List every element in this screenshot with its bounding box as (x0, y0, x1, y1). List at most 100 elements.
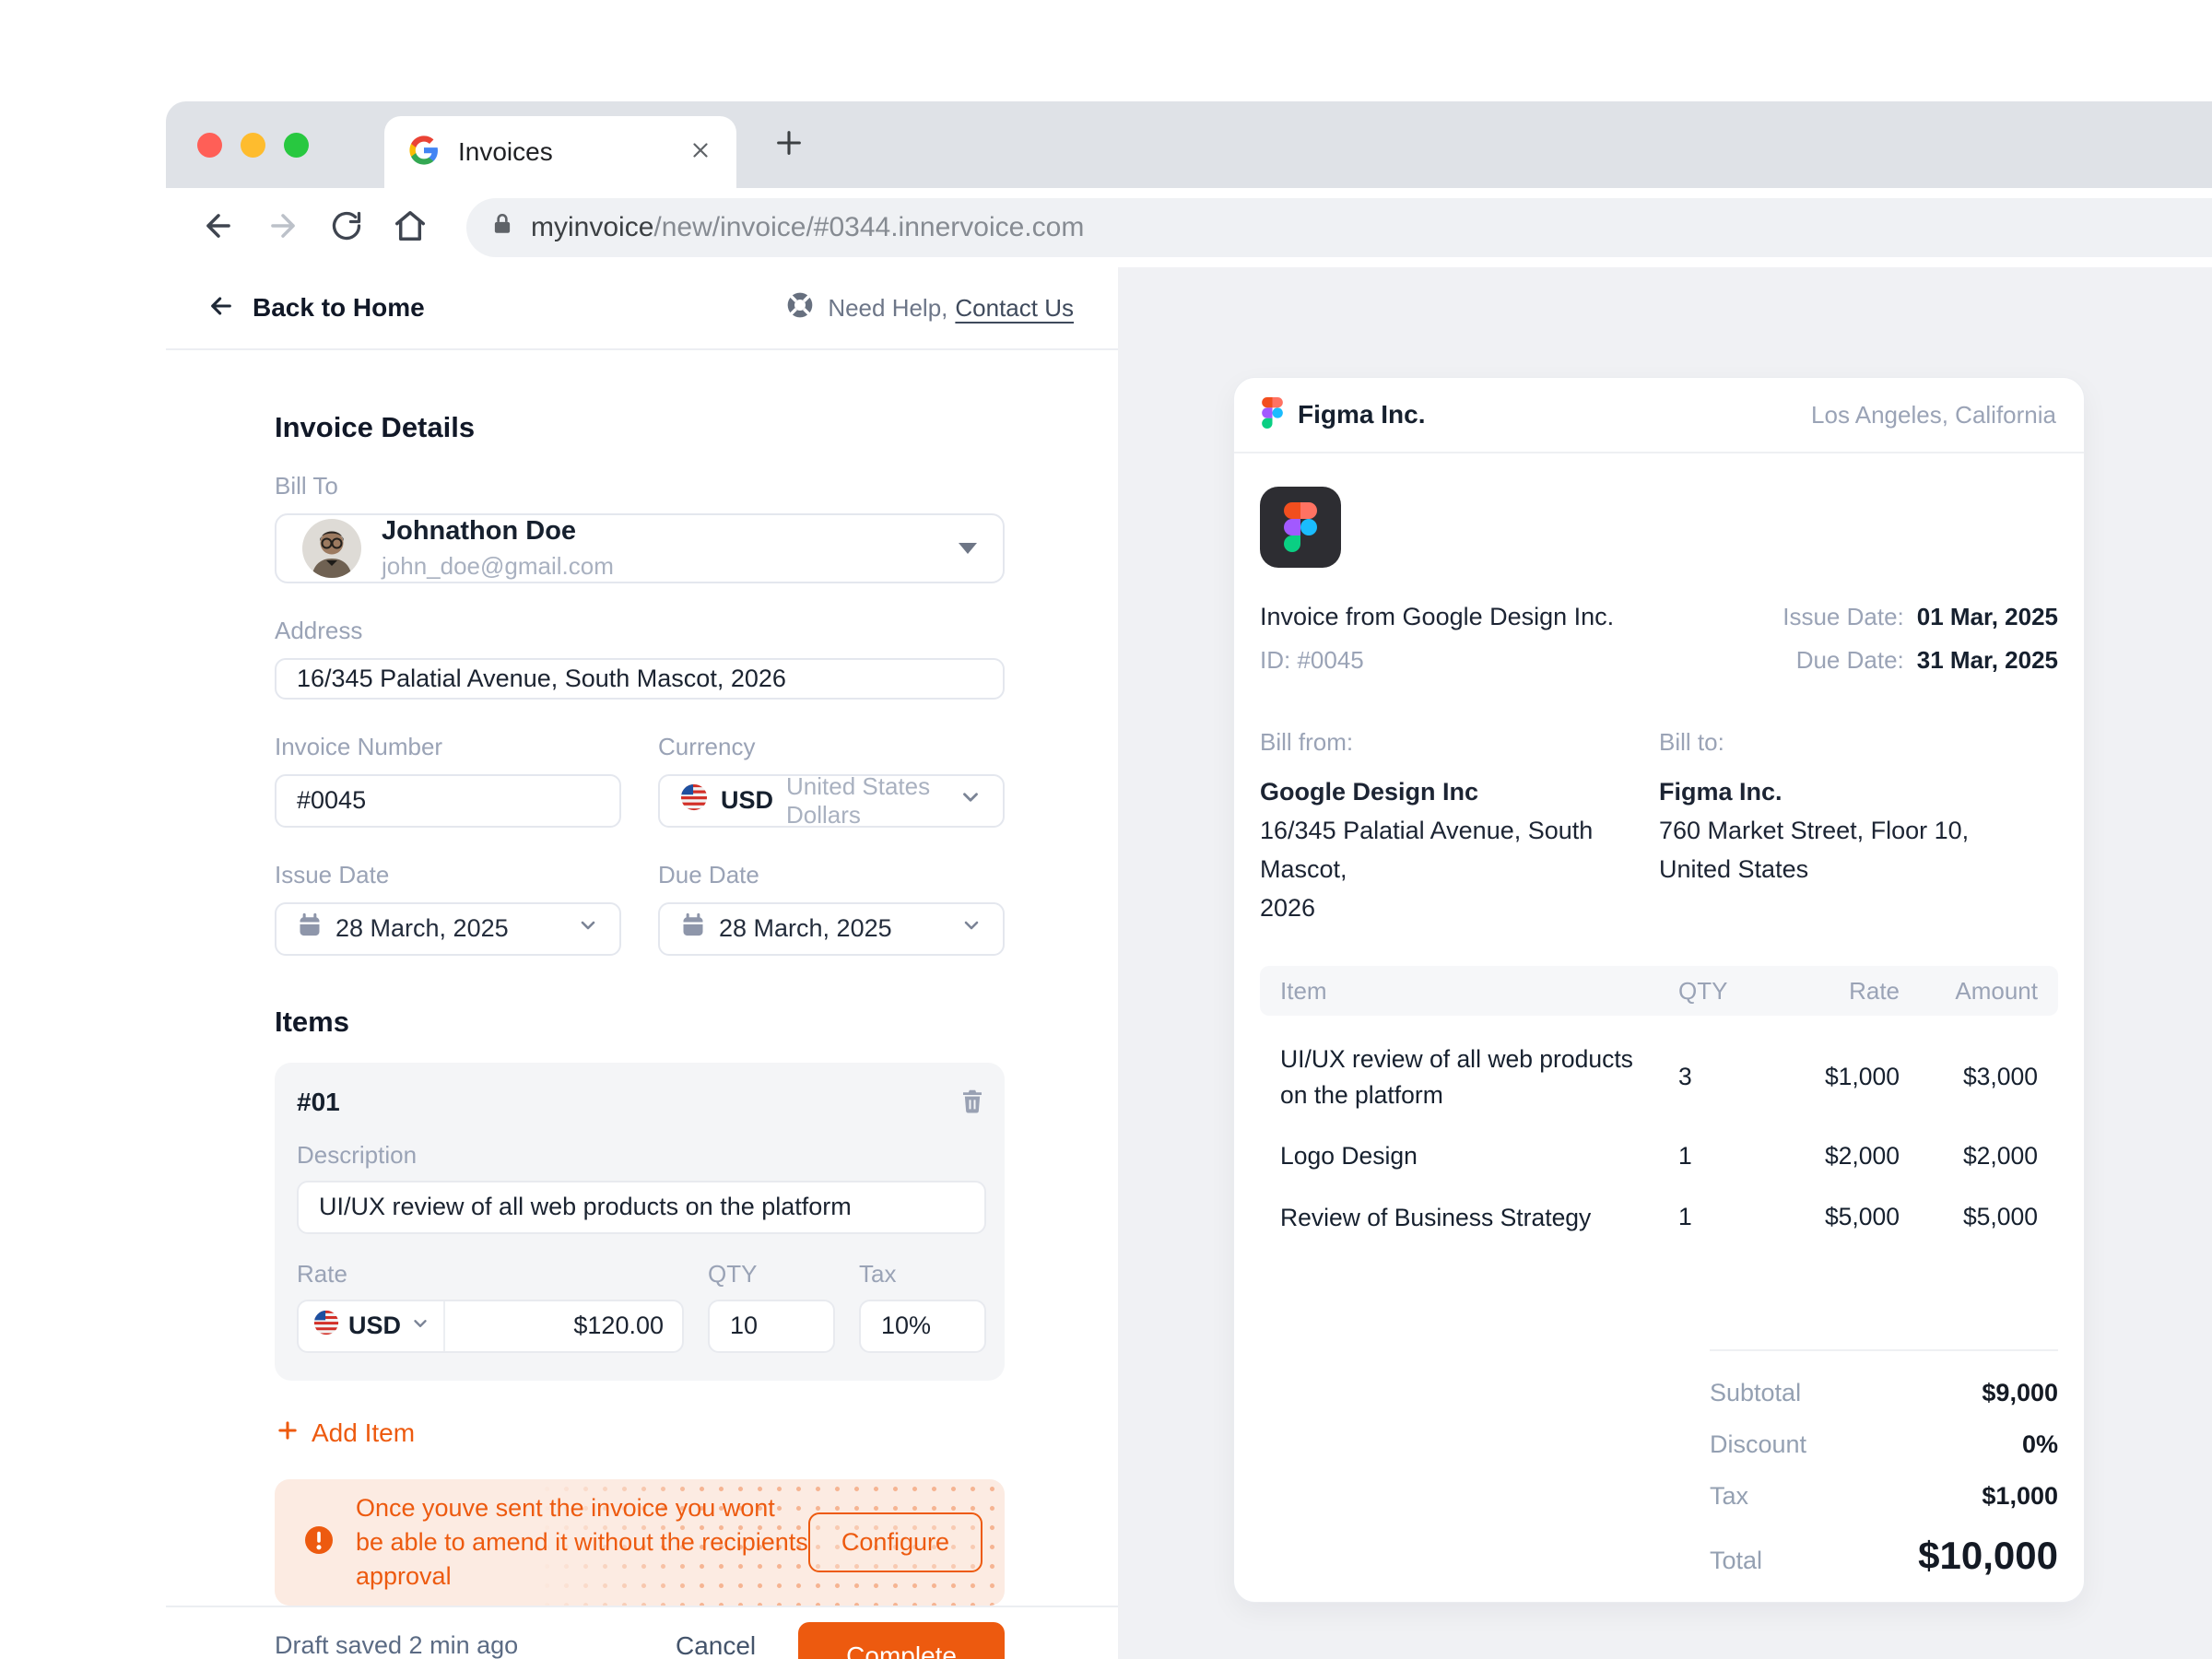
qty-label: QTY (708, 1259, 758, 1288)
rate-amount-input[interactable]: $120.00 (573, 1312, 664, 1340)
invoice-meta: Invoice from Google Design Inc. ID: #004… (1260, 603, 2058, 689)
bill-to-select[interactable]: Johnathon Doe john_doe@gmail.com (275, 513, 1005, 583)
line-items-table: Item QTY Rate Amount UI/UX review of all… (1260, 966, 2058, 1235)
tab-close-icon[interactable] (688, 138, 712, 167)
back-to-home-link[interactable]: Back to Home (253, 293, 425, 322)
contact-name: Johnathon Doe (382, 515, 577, 546)
contact-us-link[interactable]: Contact Us (955, 293, 1074, 322)
totals-summary: Subtotal $9,000 Discount 0% Tax $1,000 Tota… (1710, 1349, 2058, 1578)
page-title: Invoice Details (275, 411, 476, 443)
reload-icon[interactable] (330, 209, 363, 247)
issue-date-select[interactable]: 28 March, 2025 (275, 901, 621, 956)
chevron-down-icon (577, 914, 599, 943)
address-label: Address (275, 616, 363, 644)
new-tab-icon[interactable] (773, 127, 805, 163)
browser-tab[interactable]: Invoices (384, 116, 736, 188)
bill-from-label: Bill from: (1260, 728, 1354, 756)
configure-button[interactable]: Configure (807, 1512, 982, 1572)
due-date-value: 28 March, 2025 (719, 914, 892, 943)
cell-amount: $3,000 (1962, 1063, 2038, 1091)
currency-code: USD (721, 786, 774, 815)
currency-select[interactable]: USD United States Dollars (658, 772, 1005, 829)
invoice-number-input[interactable]: #0045 (275, 773, 621, 828)
due-date-label: Due Date (658, 860, 759, 888)
home-icon[interactable] (393, 208, 428, 248)
bill-to-line: United States (1659, 854, 1809, 883)
back-nav-icon[interactable] (201, 208, 236, 248)
avatar (302, 518, 361, 578)
cell-amount: $5,000 (1962, 1203, 2038, 1231)
tax-label: Tax (859, 1259, 897, 1288)
subtotal-value: $9,000 (1982, 1379, 2058, 1406)
description-input[interactable]: UI/UX review of all web products on the … (297, 1180, 986, 1234)
description-label: Description (297, 1140, 418, 1169)
due-date-select[interactable]: 28 March, 2025 (658, 901, 1005, 956)
table-row: Logo Design 1 $2,000 $2,000 (1260, 1138, 2058, 1173)
tax-input[interactable]: 10% (859, 1299, 986, 1353)
rate-label: Rate (297, 1259, 347, 1288)
invoice-from-text: Invoice from Google Design Inc. (1260, 603, 1615, 630)
col-item: Item (1280, 976, 1327, 1005)
warning-banner: Once youve sent the invoice you wont be … (275, 1478, 1005, 1606)
issue-date-value: 28 March, 2025 (335, 914, 509, 943)
page-content: Back to Home Need Help, Contact Us Invoi… (166, 267, 2212, 1659)
url-path: /new/invoice/#0344.innervoice.com (653, 212, 1085, 242)
issue-date-value: 01 Mar, 2025 (1916, 603, 2058, 630)
add-item-button[interactable]: Add Item (275, 1418, 415, 1450)
us-flag-icon (313, 1310, 339, 1342)
bill-from-line: 16/345 Palatial Avenue, South Mascot, (1260, 816, 1594, 883)
bill-from-line: 2026 (1260, 893, 1316, 922)
calendar-icon (297, 912, 323, 945)
url-bar[interactable]: myinvoice /new/invoice/#0344.innervoice.… (466, 198, 2212, 257)
discount-value: 0% (2021, 1430, 2058, 1458)
minimize-window-button[interactable] (241, 132, 265, 158)
table-header: Item QTY Rate Amount (1260, 966, 2058, 1017)
cell-rate: $5,000 (1824, 1203, 1900, 1231)
preview-body: Invoice from Google Design Inc. ID: #004… (1234, 453, 2084, 1602)
qty-input[interactable]: 10 (708, 1299, 835, 1353)
due-date-label: Due Date: (1795, 646, 1904, 674)
maximize-window-button[interactable] (284, 132, 309, 158)
complete-button[interactable]: Complete (798, 1622, 1005, 1659)
browser-toolbar: myinvoice /new/invoice/#0344.innervoice.… (166, 188, 2212, 267)
rate-currency-select[interactable]: USD (299, 1300, 446, 1351)
issue-date-label: Issue Date (275, 860, 390, 888)
col-rate: Rate (1849, 976, 1900, 1005)
chevron-down-icon (960, 914, 982, 943)
window-controls (197, 132, 309, 158)
rate-input-group: USD $120.00 (297, 1299, 684, 1353)
invoice-id: ID: #0045 (1260, 646, 1364, 674)
item-number: #01 (297, 1088, 340, 1117)
caret-down-icon (959, 542, 977, 554)
issue-date-label: Issue Date: (1783, 603, 1904, 630)
cell-rate: $2,000 (1824, 1141, 1900, 1170)
address-input[interactable]: 16/345 Palatial Avenue, South Mascot, 20… (275, 657, 1005, 700)
trash-icon[interactable] (959, 1087, 986, 1119)
draft-status: Draft saved 2 min ago (275, 1631, 519, 1659)
item-card: #01 Description UI/UX review of all web … (275, 1062, 1005, 1381)
bill-to-label: Bill to: (1659, 728, 1724, 756)
cancel-button[interactable]: Cancel (675, 1631, 757, 1659)
total-label: Total (1710, 1547, 1763, 1574)
tax-label: Tax (1710, 1482, 1749, 1510)
form-body: Invoice Details Bill To (166, 350, 1118, 1659)
figma-logo-icon (1262, 396, 1283, 433)
bill-from-name: Google Design Inc (1260, 778, 1479, 806)
cell-item: Review of Business Strategy (1280, 1203, 1592, 1231)
us-flag-icon (680, 783, 708, 818)
cell-rate: $1,000 (1824, 1063, 1900, 1091)
url-domain: myinvoice (531, 212, 654, 242)
cell-qty: 1 (1678, 1141, 1692, 1170)
dot-pattern (537, 1478, 1005, 1606)
browser-tab-strip: Invoices (166, 101, 2212, 188)
cell-item: UI/UX review of all web products on the … (1280, 1045, 1633, 1109)
company-location: Los Angeles, California (1811, 400, 2056, 429)
back-arrow-icon[interactable] (206, 291, 236, 325)
plus-icon (275, 1418, 300, 1450)
calendar-icon (680, 912, 706, 945)
forward-nav-icon[interactable] (265, 208, 300, 248)
close-window-button[interactable] (197, 132, 222, 158)
bill-to-label: Bill To (275, 472, 338, 500)
tab-title: Invoices (458, 137, 553, 166)
bill-to-line: 760 Market Street, Floor 10, (1659, 816, 1970, 844)
